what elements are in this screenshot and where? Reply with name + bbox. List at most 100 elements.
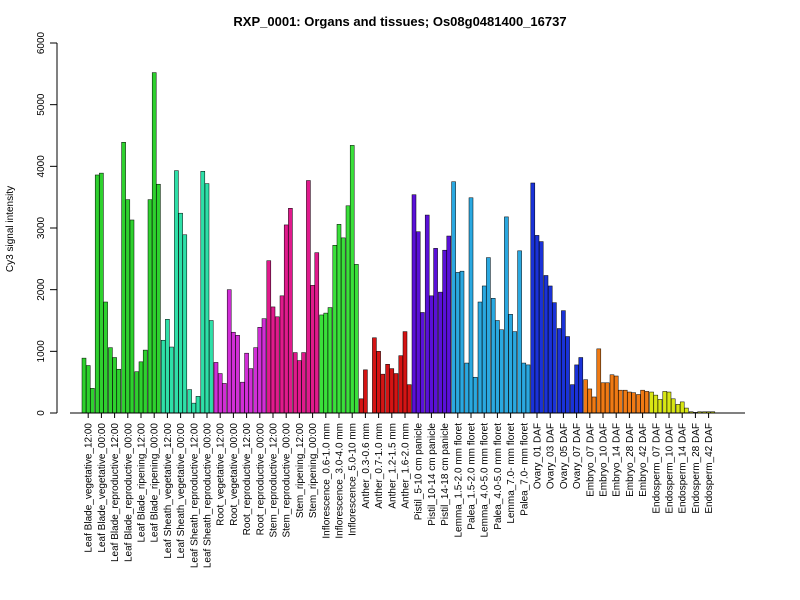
bar-32-1 bbox=[508, 314, 513, 414]
bar-32-0 bbox=[504, 216, 509, 414]
bar-45-1 bbox=[679, 401, 685, 414]
x-tick-label-3: Leaf Blade_reproductive_00:00 bbox=[123, 423, 134, 562]
bar-9-1 bbox=[204, 183, 210, 414]
bar-31-1 bbox=[495, 320, 500, 414]
bar-31-0 bbox=[490, 298, 496, 414]
x-tick-label-0: Leaf Blade_vegetative_12:00 bbox=[84, 423, 95, 553]
bar-34-1 bbox=[534, 235, 540, 414]
bar-7-2 bbox=[182, 234, 188, 414]
x-tick-label-16: Stem_ripening_12:00 bbox=[295, 423, 306, 519]
bar-38-0 bbox=[583, 379, 588, 414]
bar-18-0 bbox=[319, 314, 324, 414]
bar-24-1 bbox=[402, 331, 408, 414]
bar-43-1 bbox=[653, 394, 659, 414]
bar-13-1 bbox=[257, 327, 263, 414]
bar-20-2 bbox=[354, 264, 359, 414]
bar-15-0 bbox=[279, 295, 285, 414]
bar-4-2 bbox=[142, 349, 148, 414]
x-tick-label-17: Stem_ripening_00:00 bbox=[308, 423, 319, 519]
bar-37-0 bbox=[570, 384, 575, 414]
bar-21-0 bbox=[358, 398, 364, 414]
bar-38-1 bbox=[587, 388, 593, 414]
bar-35-0 bbox=[543, 275, 549, 414]
x-tick-label-27: Pistil_14-18 cm panicle bbox=[440, 423, 451, 526]
bar-42-2 bbox=[644, 391, 650, 414]
x-tick-label-28: Lemma_1.5-2.0 mm floret bbox=[453, 423, 464, 538]
bar-6-1 bbox=[165, 319, 170, 414]
bar-36-1 bbox=[561, 310, 566, 414]
bar-13-0 bbox=[253, 347, 258, 414]
bar-39-2 bbox=[604, 382, 610, 414]
bar-17-2 bbox=[314, 252, 320, 414]
bar-19-1 bbox=[336, 224, 342, 414]
x-tick-label-42: Embryo_42 DAF bbox=[638, 423, 649, 497]
bar-11-1 bbox=[231, 331, 236, 414]
x-tick-label-8: Leaf Sheath_reproductive_12:00 bbox=[189, 423, 200, 569]
bar-1-0 bbox=[94, 174, 100, 414]
bar-2-1 bbox=[112, 357, 117, 414]
x-tick-label-22: Anther_0.7-1.0 mm bbox=[374, 423, 385, 509]
x-tick-label-2: Leaf Blade_reproductive_12:00 bbox=[110, 423, 121, 562]
bar-10-2 bbox=[222, 383, 227, 414]
bar-5-1 bbox=[151, 72, 157, 414]
bar-4-1 bbox=[138, 361, 144, 414]
bar-27-0 bbox=[438, 291, 443, 414]
bar-3-1 bbox=[125, 199, 131, 414]
x-tick-label-12: Root_reproductive_12:00 bbox=[242, 423, 253, 536]
x-tick-label-15: Stem_reproductive_00:00 bbox=[282, 423, 293, 538]
bar-14-0 bbox=[266, 260, 272, 414]
bar-31-2 bbox=[499, 329, 504, 414]
y-tick-label-4: 4000 bbox=[36, 155, 47, 178]
bar-10-0 bbox=[213, 362, 219, 414]
x-tick-label-13: Root_reproductive_00:00 bbox=[255, 423, 266, 536]
bar-6-2 bbox=[169, 346, 174, 414]
bar-23-1 bbox=[389, 368, 395, 414]
bar-2-0 bbox=[108, 347, 113, 414]
bar-12-0 bbox=[240, 381, 245, 414]
bar-34-2 bbox=[538, 241, 544, 414]
bar-27-1 bbox=[442, 249, 447, 414]
x-tick-label-39: Embryo_10 DAF bbox=[599, 423, 610, 497]
bar-1-1 bbox=[99, 172, 104, 414]
bar-21-1 bbox=[363, 369, 368, 414]
x-tick-label-26: Pistil_10-14 cm panicle bbox=[427, 423, 438, 526]
x-tick-label-32: Lemma_7.0- mm floret bbox=[506, 423, 517, 524]
x-tick-label-45: Endosperm_14 DAF bbox=[678, 423, 689, 514]
bar-1-2 bbox=[103, 301, 108, 414]
bar-28-1 bbox=[455, 272, 461, 414]
bar-6-0 bbox=[160, 339, 166, 414]
x-tick-label-10: Root_vegetative_12:00 bbox=[216, 423, 227, 526]
bar-7-0 bbox=[174, 170, 179, 414]
x-tick-label-43: Endosperm_07 DAF bbox=[651, 423, 662, 514]
bar-13-2 bbox=[261, 318, 267, 414]
bar-5-2 bbox=[156, 183, 161, 414]
y-axis: 0 1000 2000 3000 4000 5000 6000 bbox=[36, 31, 58, 416]
bar-4-0 bbox=[134, 371, 140, 414]
bar-15-1 bbox=[283, 224, 289, 414]
y-axis-label: Cy3 signal intensity bbox=[5, 186, 16, 272]
bar-22-0 bbox=[372, 337, 377, 414]
x-tick-label-40: Embryo_14 DAF bbox=[612, 423, 623, 497]
bar-24-2 bbox=[406, 384, 412, 414]
x-tick-label-29: Palea_1.5-2.0 mm floret bbox=[467, 423, 478, 530]
bars-group bbox=[81, 72, 716, 414]
bar-18-2 bbox=[327, 307, 333, 414]
x-tick-label-41: Embryo_28 DAF bbox=[625, 423, 636, 497]
bar-44-0 bbox=[662, 391, 668, 414]
bar-35-1 bbox=[547, 285, 553, 414]
bar-0-1 bbox=[85, 365, 91, 414]
bar-16-1 bbox=[297, 360, 302, 414]
bar-12-1 bbox=[244, 352, 249, 414]
bar-29-0 bbox=[464, 362, 470, 414]
bar-3-2 bbox=[129, 219, 135, 414]
bar-45-2 bbox=[684, 407, 689, 414]
bar-8-2 bbox=[195, 396, 201, 414]
bar-22-1 bbox=[376, 351, 381, 414]
x-tick-label-30: Lemma_4.0-5.0 mm floret bbox=[480, 423, 491, 538]
bar-11-0 bbox=[226, 289, 232, 414]
bar-25-2 bbox=[420, 312, 425, 414]
x-tick-label-23: Anther_1.2-1.5 mm bbox=[387, 423, 398, 509]
bar-9-2 bbox=[208, 320, 214, 414]
bar-28-2 bbox=[459, 270, 465, 414]
